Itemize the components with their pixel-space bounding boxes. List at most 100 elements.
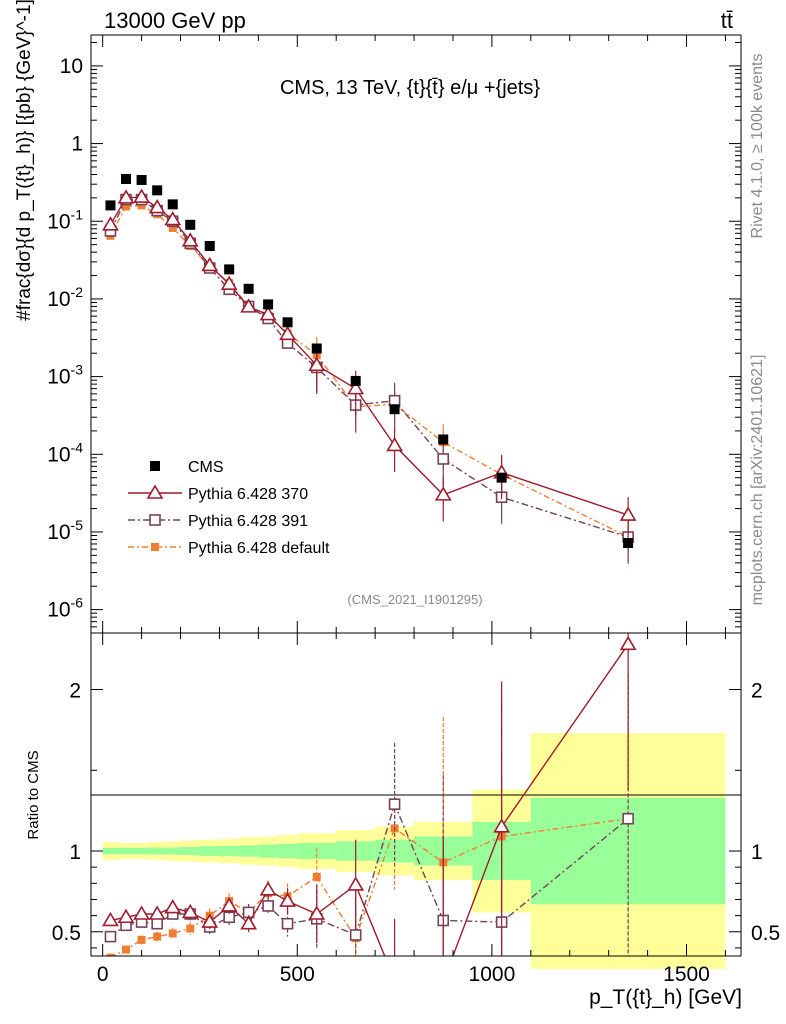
legend-marker: [146, 484, 164, 499]
header-process-label: tt̄: [721, 8, 733, 33]
ratio-point: [349, 929, 362, 941]
main-point: [133, 188, 150, 203]
ratio-point: [240, 915, 258, 930]
ratio-point: [104, 930, 117, 943]
main-point: [243, 283, 254, 294]
ratio-point: [220, 897, 238, 912]
ratio-point: [388, 798, 401, 810]
main-series-2: [104, 193, 634, 564]
ratio-point: [223, 911, 235, 924]
mcplots-label: mcplots.cern.ch [arXiv:2401.10621]: [749, 355, 766, 606]
ratio-band-green: [258, 844, 278, 858]
ratio-point: [186, 924, 195, 933]
ratio-point: [308, 905, 326, 920]
ratio-point: [201, 913, 219, 928]
main-point: [259, 305, 277, 321]
ratio-point: [436, 975, 450, 987]
main-point: [102, 216, 119, 231]
chart-title: CMS, 13 TeV, {t}{t̄} e/μ +{jets}: [280, 77, 540, 99]
main-point: [164, 211, 182, 226]
ratio-point: [122, 945, 131, 954]
x-tick-label: 0: [97, 963, 109, 986]
main-point: [220, 275, 238, 290]
x-tick-label: 1500: [663, 963, 710, 986]
analysis-label: (CMS_2021_I1901295): [347, 592, 482, 607]
main-point: [619, 506, 637, 521]
ratio-ytick-label-left: 0.5: [52, 922, 81, 945]
main-point: [122, 202, 131, 211]
legend-marker: [149, 514, 161, 526]
legend-label: CMS: [188, 459, 224, 476]
main-point: [437, 453, 450, 465]
legend-marker: [151, 543, 159, 551]
main-series-0: [105, 173, 634, 549]
main-point: [240, 298, 258, 313]
ratio-frame: [90, 632, 742, 957]
main-point: [185, 219, 196, 230]
x-tick-label: 500: [280, 963, 315, 986]
main-point: [496, 472, 507, 483]
main-point: [434, 486, 452, 501]
ratio-band-green: [102, 847, 119, 855]
main-point: [204, 241, 215, 252]
legend-marker: [150, 461, 160, 471]
ratio-point: [102, 911, 119, 927]
main-point: [311, 343, 322, 354]
ratio-point: [347, 876, 365, 891]
main-point: [389, 404, 400, 415]
ratio-point: [279, 892, 296, 907]
main-point: [308, 356, 326, 372]
main-point: [181, 232, 199, 247]
ratio-point: [262, 900, 274, 912]
ratio-ylabel: Ratio to CMS: [25, 750, 42, 839]
ratio-band-green: [277, 843, 298, 859]
main-ytick-label: 10-4: [47, 439, 83, 466]
ratio-band-green: [118, 847, 134, 855]
main-point: [136, 174, 147, 185]
ratio-band-green: [133, 847, 150, 855]
main-ytick-label: 10: [60, 55, 83, 78]
ratio-panel: 0.5 0.5 1 1 2 2 0 500 1000 1500 Ratio to CMS p_T(…: [25, 632, 780, 1009]
main-panel: 10 1 10-1 10-2 10-3 10-4 10-5 10-6 CMS, 13 TeV,…: [14, 0, 742, 634]
legend-label: Pythia 6.428 370: [188, 486, 308, 503]
main-point: [168, 223, 177, 232]
main-ytick-label: 10-2: [47, 284, 83, 311]
ratio-point: [117, 908, 135, 924]
ratio-point: [181, 903, 199, 919]
main-point: [279, 325, 296, 341]
ratio-point: [148, 905, 166, 920]
main-point: [121, 173, 132, 184]
ratio-band-green: [180, 846, 200, 856]
main-point: [105, 200, 116, 211]
legend-label: Pythia 6.428 391: [188, 513, 308, 530]
ratio-point: [259, 881, 277, 896]
main-series-3: [106, 201, 633, 564]
main-point: [386, 436, 403, 452]
main-ytick-label: 1: [71, 133, 83, 156]
ratio-point: [151, 917, 163, 930]
main-ylabel: #frac{dσ}{d p_T({t}_h)} [{pb} {GeV}^-1]: [14, 0, 35, 321]
ratio-series-group: [102, 633, 637, 987]
main-point: [623, 538, 634, 549]
ratio-point: [133, 905, 150, 920]
main-point: [263, 299, 274, 310]
main-ytick-label: 10-1: [47, 206, 83, 233]
ratio-ytick-label-right: 2: [751, 680, 763, 703]
ratio-point: [137, 935, 146, 944]
x-tick-label: 1000: [469, 963, 516, 986]
rivet-version-label: Rivet 4.1.0, ≥ 100k events: [749, 54, 766, 239]
x-axis-label: p_T({t}_h) [GeV]: [589, 986, 742, 1009]
ratio-ytick-label-right: 0.5: [751, 922, 780, 945]
ratio-band-green: [219, 845, 239, 857]
legend-label: Pythia 6.428 default: [188, 540, 330, 557]
ratio-point: [153, 932, 162, 941]
main-series-1: [102, 188, 637, 542]
main-point: [167, 199, 178, 210]
ratio-band-green: [238, 845, 259, 857]
ratio-series-0: [102, 633, 637, 987]
main-ytick-label: 10-5: [47, 517, 83, 544]
main-point: [152, 185, 163, 196]
ratio-point: [164, 898, 182, 914]
header-energy-label: 13000 GeV pp: [104, 8, 246, 33]
ratio-ytick-label-right: 1: [751, 841, 763, 864]
